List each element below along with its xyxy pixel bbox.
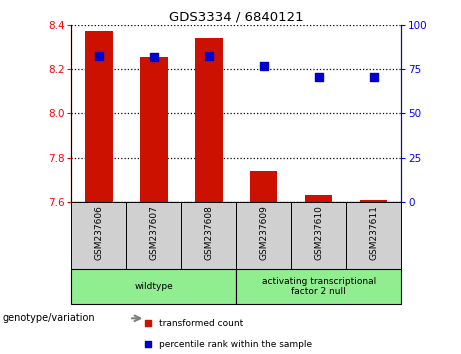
Bar xyxy=(140,57,168,202)
Point xyxy=(144,341,151,347)
Text: GSM237610: GSM237610 xyxy=(314,205,323,260)
Text: GSM237607: GSM237607 xyxy=(149,205,159,260)
Point xyxy=(260,64,267,69)
Text: wildtype: wildtype xyxy=(135,282,173,291)
Bar xyxy=(291,202,346,269)
Bar xyxy=(195,38,223,202)
Bar xyxy=(305,195,332,202)
Point xyxy=(144,320,151,326)
Bar xyxy=(71,202,126,269)
Bar xyxy=(250,171,278,202)
Text: activating transcriptional
factor 2 null: activating transcriptional factor 2 null xyxy=(261,277,376,296)
Point xyxy=(205,53,213,59)
Text: GSM237609: GSM237609 xyxy=(259,205,268,260)
Bar xyxy=(236,269,401,304)
Text: transformed count: transformed count xyxy=(159,319,243,328)
Bar xyxy=(346,202,401,269)
Bar xyxy=(85,32,112,202)
Bar xyxy=(126,202,181,269)
Text: genotype/variation: genotype/variation xyxy=(2,313,95,323)
Title: GDS3334 / 6840121: GDS3334 / 6840121 xyxy=(169,11,304,24)
Point xyxy=(150,54,158,59)
Text: GSM237608: GSM237608 xyxy=(204,205,213,260)
Text: GSM237611: GSM237611 xyxy=(369,205,378,260)
Text: percentile rank within the sample: percentile rank within the sample xyxy=(159,339,312,349)
Text: GSM237606: GSM237606 xyxy=(95,205,103,260)
Point xyxy=(95,53,103,59)
Point xyxy=(315,74,322,80)
Bar xyxy=(360,200,387,202)
Bar xyxy=(236,202,291,269)
Bar xyxy=(71,269,236,304)
Point xyxy=(370,74,377,80)
Bar xyxy=(181,202,236,269)
